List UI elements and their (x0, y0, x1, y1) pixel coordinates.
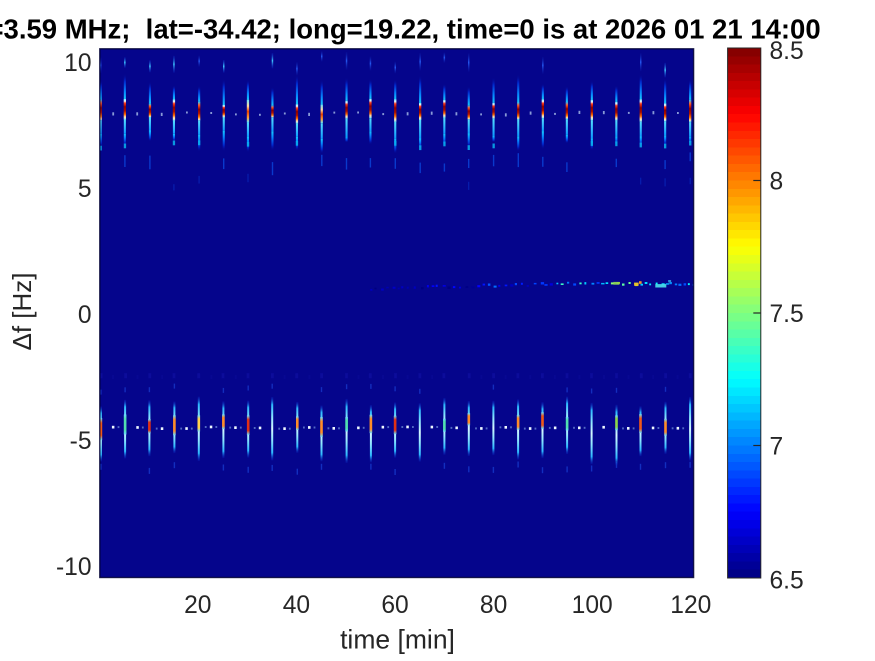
svg-text:120: 120 (670, 592, 711, 619)
svg-text:time [min]: time [min] (340, 625, 455, 655)
svg-text:7.5: 7.5 (770, 301, 804, 328)
svg-text:0: 0 (78, 302, 92, 329)
svg-text:8.5: 8.5 (770, 38, 804, 65)
svg-text:8: 8 (770, 169, 784, 196)
svg-text:10: 10 (64, 50, 91, 77)
svg-text:-10: -10 (56, 554, 92, 581)
svg-text:40: 40 (283, 592, 310, 619)
svg-text:100: 100 (572, 592, 613, 619)
svg-text:60: 60 (381, 592, 408, 619)
svg-text:6.5: 6.5 (770, 568, 804, 595)
svg-text:-5: -5 (70, 428, 92, 455)
svg-text:20: 20 (184, 592, 211, 619)
svg-text:=3.59 MHz; lat=-34.42; long=1: =3.59 MHz; lat=-34.42; long=19.22, time=… (0, 14, 821, 45)
svg-text:5: 5 (78, 176, 92, 203)
svg-text:Δf [Hz]: Δf [Hz] (7, 272, 37, 350)
svg-text:7: 7 (770, 434, 784, 461)
svg-text:80: 80 (480, 592, 507, 619)
